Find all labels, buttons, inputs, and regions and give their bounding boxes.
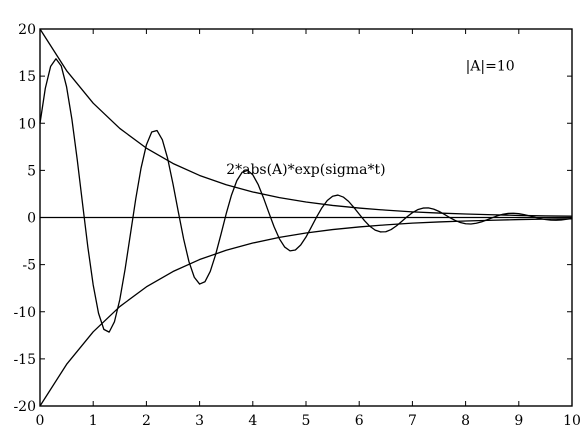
x-tick-label: 10 bbox=[563, 413, 581, 429]
y-tick-label: 20 bbox=[18, 22, 36, 38]
y-tick-label: -20 bbox=[13, 399, 36, 415]
x-tick-label: 3 bbox=[195, 413, 204, 429]
y-tick-label: 0 bbox=[27, 211, 36, 227]
y-tick-label: -5 bbox=[22, 258, 36, 274]
x-tick-label: 0 bbox=[36, 413, 45, 429]
annotation-label: |A|=10 bbox=[466, 58, 515, 74]
y-tick-label: -15 bbox=[13, 352, 36, 368]
y-tick-label: 10 bbox=[18, 116, 36, 132]
x-tick-label: 6 bbox=[355, 413, 364, 429]
annotation-label: 2*abs(A)*exp(sigma*t) bbox=[226, 162, 385, 178]
x-tick-label: 2 bbox=[142, 413, 151, 429]
x-tick-label: 1 bbox=[89, 413, 98, 429]
x-tick-label: 4 bbox=[248, 413, 257, 429]
x-tick-label: 8 bbox=[461, 413, 470, 429]
y-tick-label: 15 bbox=[18, 69, 36, 85]
x-tick-label: 5 bbox=[302, 413, 311, 429]
x-tick-label: 7 bbox=[408, 413, 417, 429]
y-tick-label: -10 bbox=[13, 305, 36, 321]
x-tick-label: 9 bbox=[514, 413, 523, 429]
y-tick-label: 5 bbox=[27, 163, 36, 179]
